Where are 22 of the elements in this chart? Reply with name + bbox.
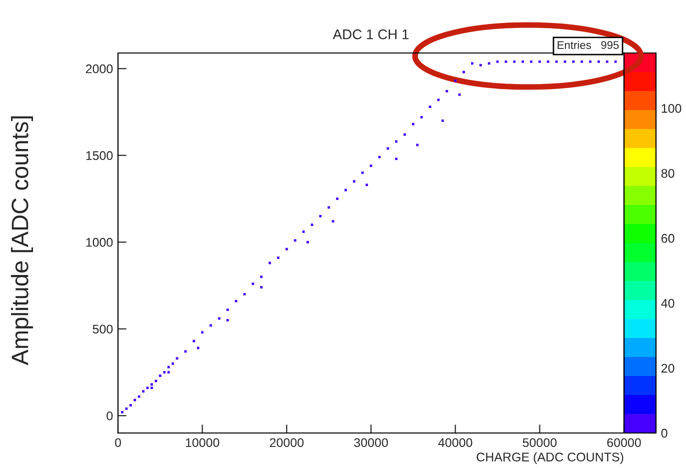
x-tick-label: 0 (115, 438, 121, 448)
x-tick-label: 60000 (607, 438, 641, 448)
y-axis-title: Amplitude [ADC counts] (10, 116, 34, 366)
color-bar-label: 100 (662, 104, 682, 113)
x-axis-title: CHARGE (ADC COUNTS) (476, 452, 624, 464)
y-tick-label: 0 (106, 411, 113, 420)
color-bar-label: 40 (661, 298, 674, 308)
y-tick-label: 1000 (86, 238, 113, 247)
chart-title: ADC 1 CH 1 (332, 29, 409, 40)
color-bar-label: 60 (661, 234, 674, 243)
y-tick-label: 500 (92, 324, 113, 334)
x-tick-label: 40000 (438, 438, 472, 448)
x-tick-label: 20000 (270, 438, 304, 448)
x-tick-label: 30000 (354, 438, 388, 448)
color-bar-label: 20 (661, 364, 674, 373)
y-tick-label: 1500 (86, 151, 113, 160)
x-tick-label: 10000 (186, 438, 220, 448)
x-tick-label: 50000 (522, 438, 557, 448)
color-bar-label: 0 (661, 428, 668, 438)
y-tick-label: 2000 (86, 64, 113, 74)
color-bar-label: 80 (661, 168, 674, 178)
text: Entries 995 (558, 40, 619, 49)
